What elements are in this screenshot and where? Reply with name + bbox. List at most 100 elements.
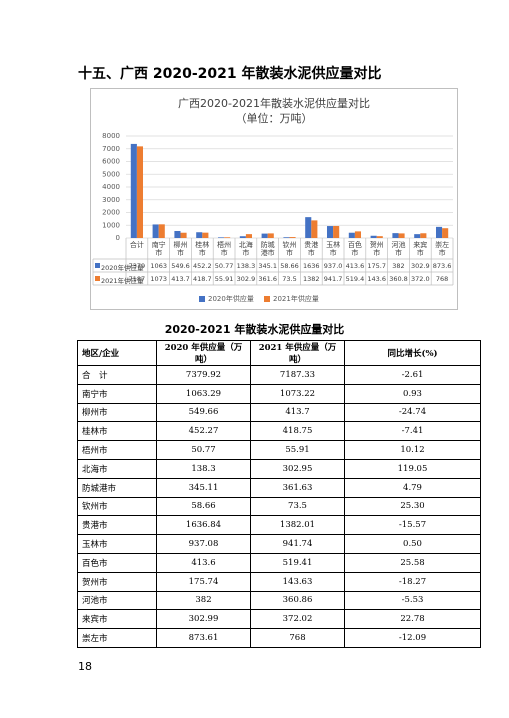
x-tick-label: 百色市: [347, 241, 362, 257]
table-cell: 玉林市: [77, 534, 157, 554]
series-name: 2021年供应量: [101, 276, 144, 285]
table-row: 防城港市 345.11 361.63 4.79: [77, 477, 481, 498]
data-label: 175.7: [367, 262, 386, 270]
table-cell: 413.7: [250, 402, 345, 423]
table-cell: -12.09: [344, 628, 481, 648]
table-cell: 382: [156, 590, 251, 611]
bar: [152, 224, 159, 238]
table-cell: 4.79: [344, 477, 481, 498]
table-cell: 贺州市: [77, 571, 157, 592]
data-label: 143.6: [367, 275, 386, 283]
table-cell: 549.66: [156, 402, 251, 423]
bar: [376, 236, 383, 238]
y-tick-label: 7000: [102, 145, 120, 153]
y-tick-label: 1000: [102, 221, 120, 229]
bar: [305, 217, 312, 238]
data-label: 768: [435, 275, 449, 283]
chart-subtitle: （单位：万吨）: [236, 111, 313, 125]
table-cell: 南宁市: [77, 383, 157, 404]
table-cell: 1636.84: [156, 515, 251, 536]
table-cell: 119.05: [344, 458, 481, 479]
table-cell: 941.74: [250, 534, 345, 554]
table-cell: 22.78: [344, 609, 481, 630]
table-cell: 北海市: [77, 458, 157, 479]
bar: [420, 233, 427, 238]
table-row: 地区/企业 2020 年供应量（万吨） 2021 年供应量（万吨） 同比增长(%): [77, 340, 481, 366]
table-cell: 302.99: [156, 609, 251, 630]
chart-canvas: 广西2020-2021年散装水泥供应量对比 （单位：万吨） 0 1000 2000 3…: [92, 96, 454, 303]
bar: [267, 233, 274, 238]
table-cell: 372.02: [250, 609, 345, 630]
data-label: 302.9: [236, 275, 256, 283]
table-cell: 梧州市: [77, 440, 157, 460]
table-row: 柳州市 549.66 413.7 -24.74: [77, 402, 481, 423]
data-label: 302.9: [410, 262, 430, 270]
table-cell: 413.6: [156, 552, 251, 573]
data-label: 937.0: [323, 262, 343, 270]
table-cell: 768: [250, 628, 345, 648]
table-cell: 7379.92: [156, 365, 251, 385]
bar: [289, 237, 296, 238]
table-row: 百色市 413.6 519.41 25.58: [77, 552, 481, 573]
table-cell: 钦州市: [77, 496, 157, 517]
table-cell: 175.74: [156, 571, 251, 592]
bar: [245, 234, 253, 238]
table-cell: 10.12: [344, 440, 481, 460]
table-cell: 1063.29: [156, 383, 251, 404]
y-tick-label: 6000: [102, 158, 120, 166]
bar: [261, 233, 268, 238]
table-row: 梧州市 50.77 55.91 10.12: [77, 440, 481, 460]
table-cell: 345.11: [156, 477, 251, 498]
table-cell: 73.5: [250, 496, 345, 517]
table-cell: 1382.01: [250, 515, 345, 536]
data-label: 873.6: [432, 262, 452, 270]
table-cell: -18.27: [344, 571, 481, 592]
legend-key: [199, 296, 205, 302]
legend-label: 2021年供应量: [273, 294, 319, 303]
x-tick-label: 河池市: [391, 241, 406, 257]
table-row: 桂林市 452.27 418.75 -7.41: [77, 421, 481, 442]
data-label: 138.3: [236, 262, 256, 270]
table-cell: 55.91: [250, 440, 345, 460]
table-cell: 柳州市: [77, 402, 157, 423]
table-row: 玉林市 937.08 941.74 0.50: [77, 534, 481, 554]
table-cell: 25.58: [344, 552, 481, 573]
table-row: 北海市 138.3 302.95 119.05: [77, 458, 481, 479]
table-row: 贵港市 1636.84 1382.01 -15.57: [77, 515, 481, 536]
bar: [370, 235, 377, 238]
table-cell: -15.57: [344, 515, 481, 536]
data-label: 418.7: [192, 275, 212, 283]
chart: 广西2020-2021年散装水泥供应量对比 （单位：万吨） 0 1000 2000 3…: [90, 88, 458, 310]
table-cell: -7.41: [344, 421, 481, 442]
table-cell: 百色市: [77, 552, 157, 573]
y-tick-label: 8000: [102, 132, 120, 140]
data-label: 1073: [150, 275, 167, 283]
legend-key: [264, 296, 270, 302]
bar: [398, 233, 405, 238]
bar: [442, 228, 449, 238]
data-label: 360.8: [389, 275, 408, 283]
x-tick-label: 防城港市: [260, 241, 275, 257]
data-label: 7187: [128, 275, 146, 283]
table-cell: -24.74: [344, 402, 481, 423]
table-row: 南宁市 1063.29 1073.22 0.93: [77, 383, 481, 404]
table-row: 贺州市 175.74 143.63 -18.27: [77, 571, 481, 592]
y-tick-label: 2000: [102, 209, 120, 217]
x-tick-label: 北海市: [238, 241, 253, 257]
x-tick-label: 玉林市: [326, 241, 341, 257]
data-label: 7379: [128, 262, 146, 270]
table-cell: 1073.22: [250, 383, 345, 404]
table-cell: 50.77: [156, 440, 251, 460]
data-label: 413.6: [345, 262, 365, 270]
table-cell: 519.41: [250, 552, 345, 573]
heading: 十五、广西 2020-2021 年散装水泥供应量对比: [78, 66, 382, 82]
table-cell: 7187.33: [250, 365, 345, 385]
table-cell: 302.95: [250, 458, 345, 479]
x-tick-label: 合计: [129, 241, 144, 249]
data-label: 452.2: [192, 262, 212, 270]
x-tick-label: 来宾市: [413, 241, 428, 257]
data-label: 941.7: [323, 275, 343, 283]
bar: [158, 224, 165, 238]
table-row: 钦州市 58.66 73.5 25.30: [77, 496, 481, 517]
